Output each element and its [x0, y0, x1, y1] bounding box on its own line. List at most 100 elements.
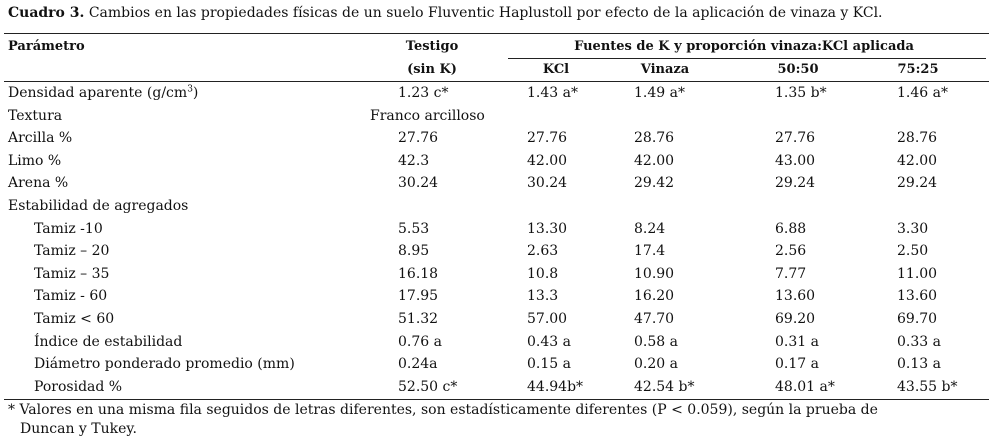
cell-value: 30.24: [398, 175, 439, 192]
top-rule: [4, 33, 989, 34]
cell-value: 13.60: [897, 288, 938, 305]
cell-value: 16.18: [398, 265, 439, 282]
parameter-text: Diámetro ponderado promedio (mm): [34, 356, 295, 373]
cell-value: 1.46 a*: [897, 85, 948, 101]
cell-value: 28.76: [897, 130, 938, 147]
cell-value: 16.20: [634, 288, 675, 305]
cell-value: 42.54 b*: [634, 378, 695, 395]
cell-value: 0.17 a: [775, 356, 819, 373]
row-parameter: Porosidad %: [34, 378, 122, 396]
parameter-text: Arena %: [8, 175, 69, 192]
header-group: Fuentes de K y proporción vinaza:KCl apl…: [574, 39, 914, 54]
cell-value: 47.70: [634, 311, 675, 327]
group-rule: [508, 58, 986, 59]
row-parameter: Estabilidad de agregados: [8, 197, 188, 215]
cell-value: 29.42: [634, 175, 675, 192]
cell-value: 8.95: [398, 243, 430, 260]
parameter-text: Tamiz - 60: [34, 288, 108, 305]
cell-value: 8.24: [634, 220, 666, 237]
cell-value: 27.76: [527, 130, 568, 147]
row-parameter: Índice de estabilidad: [34, 333, 182, 351]
parameter-text: Porosidad %: [34, 378, 123, 395]
cell-value: 42.3: [398, 152, 430, 169]
row-parameter: Tamiz – 20: [34, 242, 109, 260]
cell-value: 17.95: [398, 288, 439, 305]
cell-value: 42.00: [634, 152, 675, 169]
cell-value: 10.90: [634, 265, 675, 282]
cell-value: 3.30: [897, 220, 929, 237]
cell-value: 0.58 a: [634, 333, 678, 350]
cell-value: 48.01 a*: [775, 378, 835, 395]
cell-value: 13.60: [775, 288, 816, 305]
row-parameter: Limo %: [8, 152, 61, 170]
cell-value: 0.31 a: [775, 333, 819, 350]
cell-value: 30.24: [527, 175, 568, 192]
cell-value: 57.00: [527, 311, 568, 327]
bottom-rule: [4, 399, 989, 400]
parameter-text: Arcilla %: [8, 130, 73, 147]
cell-value: 52.50 c*: [398, 378, 458, 395]
cell-value: 69.70: [897, 311, 938, 327]
cell-value: 7.77: [775, 265, 807, 282]
parameter-sup: 3: [187, 84, 193, 95]
parameter-text: Tamiz < 60: [34, 311, 115, 327]
cell-value: 6.88: [775, 220, 807, 237]
cell-value: Franco arcilloso: [370, 107, 485, 124]
header-control-sub: (sin K): [407, 62, 457, 77]
row-parameter: Tamiz - 60: [34, 287, 107, 305]
cell-value: 1.35 b*: [775, 85, 827, 101]
header-column: 50:50: [777, 62, 819, 77]
cell-value: 1.49 a*: [634, 85, 685, 101]
cell-value: 11.00: [897, 265, 938, 282]
cell-value: 0.24a: [398, 356, 438, 373]
cell-value: 17.4: [634, 243, 666, 260]
cell-value: 42.00: [527, 152, 568, 169]
row-parameter: Arcilla %: [8, 129, 72, 147]
header-rule: [4, 81, 989, 82]
cell-value: 42.00: [897, 152, 938, 169]
parameter-text: Estabilidad de agregados: [8, 198, 189, 214]
row-parameter: Diámetro ponderado promedio (mm): [34, 355, 295, 373]
cell-value: 0.20 a: [634, 356, 678, 373]
cell-value: 13.30: [527, 220, 568, 237]
parameter-text: Textura: [8, 107, 63, 124]
row-parameter: Tamiz -10: [34, 220, 103, 238]
header-column: KCl: [542, 62, 570, 77]
title-label: Cuadro 3.: [8, 5, 85, 21]
cell-value: 27.76: [775, 130, 816, 147]
cell-value: 29.24: [897, 175, 938, 192]
cell-value: 43.00: [775, 152, 816, 169]
footnote: Duncan y Tukey.: [20, 421, 137, 437]
cell-value: 69.20: [775, 311, 816, 327]
parameter-text: Tamiz – 35: [34, 265, 110, 282]
cell-value: 44.94b*: [527, 378, 584, 395]
parameter-text: Índice de estabilidad: [34, 333, 183, 350]
parameter-text: Tamiz -10: [34, 220, 103, 237]
cell-value: 0.15 a: [527, 356, 571, 373]
parameter-suffix: ): [192, 85, 199, 101]
title: Cuadro 3. Cambios en las propiedades fís…: [8, 4, 883, 22]
header-control: Testigo: [405, 39, 459, 54]
cell-value: 1.43 a*: [527, 85, 578, 101]
cell-value: 43.55 b*: [897, 378, 958, 395]
cell-value: 0.43 a: [527, 333, 571, 350]
footnote: * Valores en una misma fila seguidos de …: [8, 402, 878, 418]
cell-value: 2.50: [897, 243, 929, 260]
cell-value: 27.76: [398, 130, 439, 147]
cell-value: 28.76: [634, 130, 675, 147]
title-text: Cambios en las propiedades físicas de un…: [88, 5, 883, 21]
parameter-text: Limo %: [8, 152, 62, 169]
parameter-text: Densidad aparente (g/cm: [8, 85, 188, 101]
row-parameter: Arena %: [8, 174, 68, 192]
row-parameter: Tamiz < 60: [34, 310, 114, 328]
cell-value: 2.63: [527, 243, 559, 260]
cell-value: 2.56: [775, 243, 807, 260]
row-parameter: Tamiz – 35: [34, 265, 109, 283]
cell-value: 0.76 a: [398, 333, 442, 350]
header-column: Vinaza: [640, 62, 690, 77]
header-column: 75:25: [897, 62, 939, 77]
header-parameter: Parámetro: [8, 39, 85, 54]
cell-value: 13.3: [527, 288, 559, 305]
row-parameter: Densidad aparente (g/cm3): [8, 84, 198, 102]
